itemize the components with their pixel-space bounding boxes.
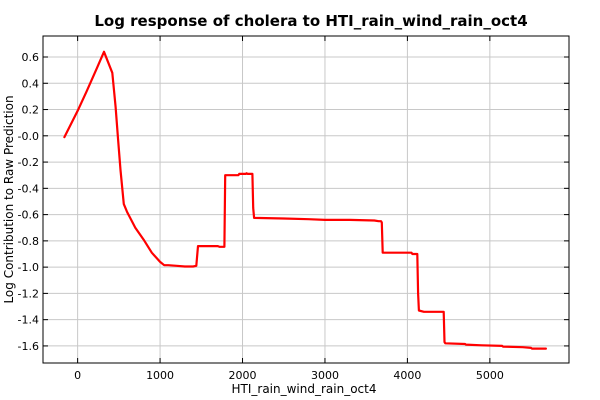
x-axis-label: HTI_rain_wind_rain_oct4 [232,382,377,396]
y-tick-label: -0.2 [18,156,39,169]
grid-lines [43,36,569,363]
y-tick-label: 0.6 [22,51,40,64]
x-tick-label: 5000 [476,369,504,382]
y-tick-label: -1.6 [18,340,39,353]
x-tick-label: 3000 [311,369,339,382]
response-series-line [63,50,548,350]
y-tick-label: -1.2 [18,287,39,300]
plot-area [63,50,548,350]
y-tick-label: -1.0 [18,261,39,274]
y-tick-label: -1.4 [18,314,39,327]
y-axis-label: Log Contribution to Raw Prediction [2,95,16,303]
chart-title: Log response of cholera to HTI_rain_wind… [94,12,527,30]
y-tick-label: 0.4 [22,77,40,90]
x-tick-label: 2000 [229,369,257,382]
y-tick-label: 0.2 [22,104,40,117]
y-tick-label: -0.8 [18,235,39,248]
x-tick-label: 1000 [146,369,174,382]
y-tick-label: -0.0 [18,130,39,143]
plot-frame [42,35,570,364]
y-tick-label: -0.6 [18,209,39,222]
axis-ticks: 0 1000 2000 3000 4000 5000 0.6 0.4 0.2 -0.0 -0.2 -0… [18,36,569,382]
y-tick-label: -0.4 [18,182,39,195]
x-tick-label: 0 [74,369,81,382]
x-tick-label: 4000 [393,369,421,382]
